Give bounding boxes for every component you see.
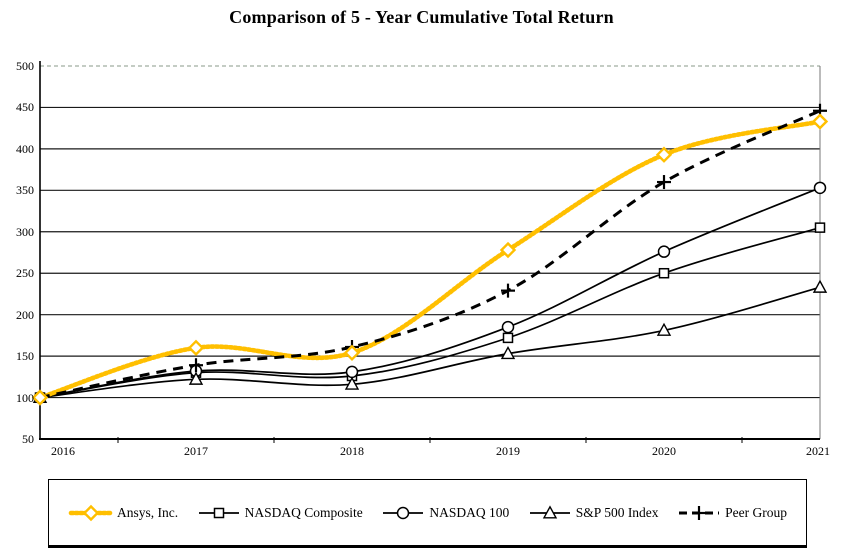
legend-swatch-diamond-icon [68, 504, 114, 521]
x-axis-tick-label: 2019 [496, 444, 520, 458]
y-axis-tick-label: 200 [16, 307, 34, 322]
series-markers-nasdaq-composite [34, 222, 826, 403]
legend-label: Peer Group [725, 504, 787, 520]
circle-marker [501, 320, 515, 334]
legend: Ansys, Inc. NASDAQ Composite NASDAQ 100 S&P… [48, 479, 807, 548]
chart-title: Comparison of 5 - Year Cumulative Total … [229, 7, 614, 27]
diamond-marker [811, 113, 829, 130]
circle-marker [345, 365, 359, 379]
legend-item-nasdaq-100: NASDAQ 100 [380, 504, 509, 522]
series-line-ansys-inc [37, 119, 823, 400]
legend-swatch-triangle-icon [529, 504, 570, 518]
triangle-marker [500, 345, 516, 360]
triangle-marker [542, 504, 557, 518]
legend-item-s-p-500-index: S&P 500 Index [527, 504, 659, 522]
y-axis-tick-label: 300 [16, 224, 34, 239]
square-marker [502, 332, 514, 344]
triangle-marker [188, 371, 204, 385]
circle-marker [813, 181, 827, 195]
series-line-nasdaq-composite [39, 226, 821, 399]
y-axis-tick-label: 100 [16, 390, 34, 405]
diamond-marker [499, 241, 517, 259]
legend-label: Ansys, Inc. [117, 504, 179, 520]
series-line-s-p-500-index [39, 286, 821, 399]
legend-swatch-plus-icon [679, 505, 720, 520]
triangle-marker [344, 376, 360, 390]
series-line-peer-group [39, 109, 821, 400]
legend-item-peer-group: Peer Group [676, 504, 787, 522]
circle-marker [657, 245, 671, 258]
diamond-marker [187, 339, 205, 357]
series-line-nasdaq-100 [39, 187, 821, 399]
x-axis-tick-label: 2020 [652, 444, 676, 458]
x-axis-tick-label: 2017 [184, 444, 208, 458]
legend-label: NASDAQ Composite [244, 504, 363, 520]
legend-item-nasdaq-composite: NASDAQ Composite [196, 504, 363, 522]
triangle-marker [656, 322, 672, 336]
y-axis-tick-label: 250 [16, 266, 34, 281]
legend-swatch-square-icon [198, 507, 239, 518]
diamond-marker [31, 389, 49, 406]
y-axis-tick-label: 500 [16, 59, 34, 73]
legend-label: S&P 500 Index [575, 504, 659, 520]
x-axis-tick-label: 2016 [51, 444, 75, 458]
x-axis-tick-label: 2018 [340, 444, 364, 458]
y-axis-tick-label: 50 [22, 432, 34, 446]
square-marker [658, 267, 670, 279]
x-axis-tick-label: 2021 [806, 444, 830, 458]
circle-marker [397, 506, 410, 519]
series-markers-ansys-inc [31, 113, 829, 406]
diamond-marker [343, 344, 361, 361]
square-marker [213, 507, 224, 518]
y-axis-tick-label: 450 [16, 100, 34, 115]
diamond-marker [82, 504, 100, 521]
y-axis-tick-label: 350 [16, 183, 34, 198]
y-axis-tick-label: 400 [16, 141, 34, 156]
legend-item-ansys-inc: Ansys, Inc. [68, 504, 178, 522]
triangle-marker [812, 279, 828, 293]
square-marker [814, 222, 826, 233]
legend-label: NASDAQ 100 [429, 504, 510, 520]
y-axis-tick-label: 150 [16, 349, 34, 364]
legend-swatch-circle-icon [383, 506, 424, 519]
diamond-marker [655, 146, 673, 163]
series-markers-s-p-500-index [32, 279, 828, 404]
